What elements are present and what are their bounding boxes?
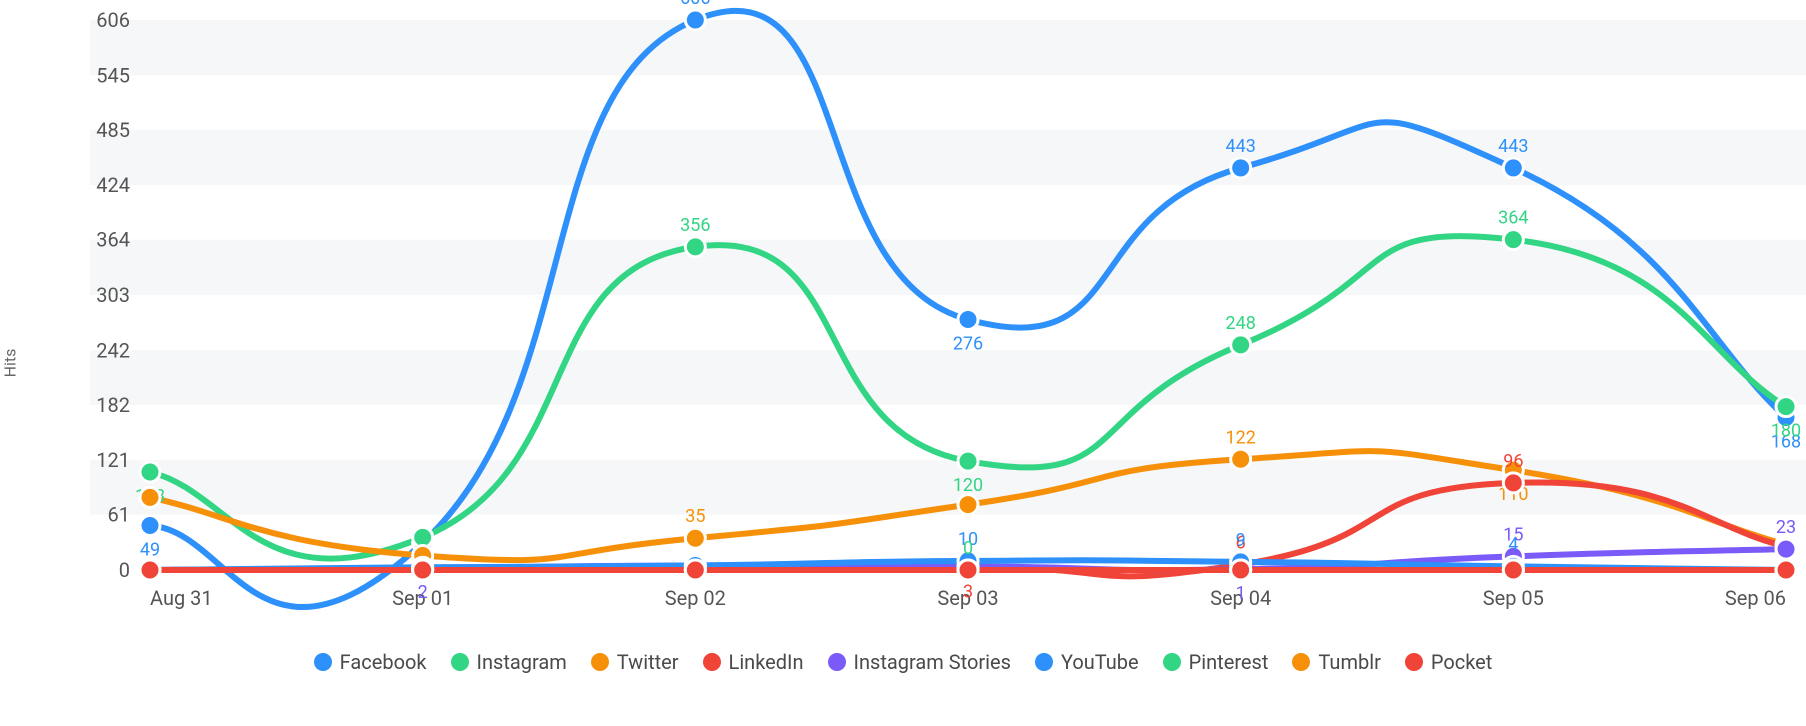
chart-legend: Facebook Instagram Twitter LinkedIn Instagra… <box>0 650 1806 684</box>
data-point-label: 2 <box>418 582 428 603</box>
data-point[interactable] <box>140 516 160 536</box>
data-point[interactable] <box>1503 230 1523 250</box>
legend-dot-icon <box>1035 653 1053 671</box>
chart-svg: 061121182242303364424485545606Aug 31Sep … <box>0 0 1806 650</box>
data-point[interactable] <box>140 560 160 580</box>
y-axis-title: Hits <box>1 349 20 378</box>
legend-item-youtube[interactable]: YouTube <box>1035 650 1139 674</box>
data-point-label: 0 <box>963 538 973 559</box>
svg-text:Aug 31: Aug 31 <box>150 586 213 610</box>
svg-text:242: 242 <box>96 338 130 362</box>
svg-text:0: 0 <box>119 558 130 582</box>
svg-text:61: 61 <box>108 503 130 527</box>
svg-text:Sep 05: Sep 05 <box>1483 586 1544 610</box>
svg-text:545: 545 <box>96 63 130 87</box>
svg-text:424: 424 <box>96 173 130 197</box>
legend-label: Pinterest <box>1189 650 1269 674</box>
data-point[interactable] <box>1503 560 1523 580</box>
legend-dot-icon <box>1292 653 1310 671</box>
data-point-label: 122 <box>1225 427 1255 448</box>
data-point[interactable] <box>1776 560 1796 580</box>
legend-item-twitter[interactable]: Twitter <box>591 650 679 674</box>
data-point-label: 606 <box>680 0 710 9</box>
legend-dot-icon <box>591 653 609 671</box>
legend-dot-icon <box>314 653 332 671</box>
data-point-label: 180 <box>1771 421 1801 442</box>
legend-label: Instagram Stories <box>854 650 1011 674</box>
svg-text:485: 485 <box>96 118 130 142</box>
legend-label: Tumblr <box>1318 650 1380 674</box>
data-point[interactable] <box>685 560 705 580</box>
svg-text:121: 121 <box>96 448 130 472</box>
data-point[interactable] <box>685 237 705 257</box>
data-point[interactable] <box>958 495 978 515</box>
data-point-label: 9 <box>1236 530 1246 551</box>
legend-label: LinkedIn <box>729 650 804 674</box>
data-point[interactable] <box>685 528 705 548</box>
data-point[interactable] <box>958 451 978 471</box>
data-point-label: 248 <box>1225 313 1255 334</box>
legend-item-pinterest[interactable]: Pinterest <box>1163 650 1269 674</box>
data-point-label: 364 <box>1498 208 1528 229</box>
data-point-label: 1 <box>1236 583 1246 604</box>
data-point-label: 443 <box>1498 136 1528 157</box>
legend-dot-icon <box>703 653 721 671</box>
data-point[interactable] <box>1776 539 1796 559</box>
legend-item-facebook[interactable]: Facebook <box>314 650 427 674</box>
data-point-label: 443 <box>1225 136 1255 157</box>
data-point[interactable] <box>1231 158 1251 178</box>
svg-text:606: 606 <box>96 8 130 32</box>
data-point-label: 356 <box>680 215 710 236</box>
legend-item-instagram-stories[interactable]: Instagram Stories <box>828 650 1011 674</box>
data-point-label: 35 <box>685 506 705 527</box>
svg-text:Sep 02: Sep 02 <box>665 586 726 610</box>
data-point[interactable] <box>958 310 978 330</box>
legend-item-pocket[interactable]: Pocket <box>1405 650 1492 674</box>
svg-text:Sep 06: Sep 06 <box>1725 586 1786 610</box>
data-point[interactable] <box>685 10 705 30</box>
data-point[interactable] <box>1503 158 1523 178</box>
data-point-label: 23 <box>1776 517 1796 538</box>
data-point[interactable] <box>1776 397 1796 417</box>
legend-dot-icon <box>451 653 469 671</box>
legend-label: Instagram <box>477 650 567 674</box>
legend-item-instagram[interactable]: Instagram <box>451 650 567 674</box>
legend-label: Pocket <box>1431 650 1492 674</box>
data-point[interactable] <box>958 560 978 580</box>
data-point[interactable] <box>413 560 433 580</box>
data-point[interactable] <box>1231 449 1251 469</box>
svg-text:182: 182 <box>96 393 130 417</box>
legend-label: Facebook <box>340 650 427 674</box>
legend-label: YouTube <box>1061 650 1139 674</box>
legend-dot-icon <box>1405 653 1423 671</box>
data-point[interactable] <box>1231 560 1251 580</box>
data-point[interactable] <box>140 487 160 507</box>
legend-dot-icon <box>1163 653 1181 671</box>
data-point-label: 276 <box>953 334 983 355</box>
hits-line-chart: Hits 061121182242303364424485545606Aug 3… <box>0 0 1806 726</box>
data-point-label: 96 <box>1503 451 1523 472</box>
data-point[interactable] <box>140 462 160 482</box>
legend-item-linkedin[interactable]: LinkedIn <box>703 650 804 674</box>
svg-text:303: 303 <box>96 283 130 307</box>
data-point[interactable] <box>1503 473 1523 493</box>
data-point[interactable] <box>1231 335 1251 355</box>
svg-text:364: 364 <box>96 228 130 252</box>
legend-item-tumblr[interactable]: Tumblr <box>1292 650 1380 674</box>
data-point-label: 3 <box>963 581 973 602</box>
data-point-label: 49 <box>140 540 160 561</box>
legend-label: Twitter <box>617 650 679 674</box>
data-point-label: 4 <box>1508 534 1518 555</box>
legend-dot-icon <box>828 653 846 671</box>
data-point-label: 120 <box>953 475 983 496</box>
